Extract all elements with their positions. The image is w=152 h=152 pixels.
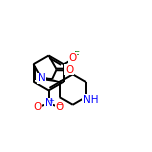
Text: O: O (65, 65, 73, 75)
Text: O: O (34, 102, 42, 112)
Text: O: O (69, 53, 77, 63)
Text: NH: NH (83, 95, 99, 105)
Text: N: N (45, 98, 52, 108)
Text: N: N (38, 73, 45, 83)
Text: O: O (55, 102, 64, 112)
Polygon shape (41, 77, 60, 82)
Text: −: − (56, 100, 62, 109)
Text: +: + (48, 98, 54, 104)
Text: F: F (74, 52, 80, 61)
